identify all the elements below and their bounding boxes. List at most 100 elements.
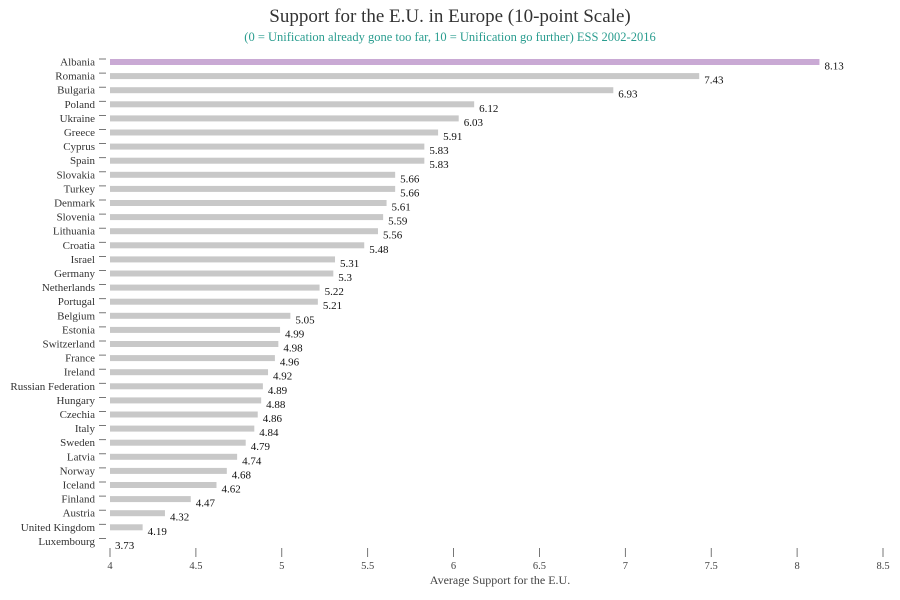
x-tick-label: 5.5 xyxy=(361,561,374,572)
value-label-ukraine: 6.03 xyxy=(464,117,484,129)
value-label-finland: 4.47 xyxy=(196,498,216,510)
category-label-estonia: Estonia xyxy=(62,324,95,336)
category-label-denmark: Denmark xyxy=(54,198,95,210)
bar-poland xyxy=(110,101,475,108)
chart-subtitle: (0 = Unification already gone too far, 1… xyxy=(244,30,656,44)
bar-iceland xyxy=(110,482,217,488)
category-label-luxembourg: Luxembourg xyxy=(38,536,95,548)
bar-croatia xyxy=(110,242,365,249)
x-tick-label: 8 xyxy=(794,561,799,572)
category-label-netherlands: Netherlands xyxy=(42,282,95,294)
category-label-portugal: Portugal xyxy=(58,296,95,308)
category-label-iceland: Iceland xyxy=(63,480,96,492)
value-label-croatia: 5.48 xyxy=(369,244,389,256)
value-label-greece: 5.91 xyxy=(443,131,462,143)
bar-united-kingdom xyxy=(110,524,143,531)
category-label-latvia: Latvia xyxy=(67,451,95,463)
value-label-hungary: 4.88 xyxy=(266,399,286,411)
bar-hungary xyxy=(110,397,262,404)
category-label-slovakia: Slovakia xyxy=(57,169,96,181)
category-label-united-kingdom: United Kingdom xyxy=(21,522,96,534)
chart-title: Support for the E.U. in Europe (10-point… xyxy=(269,6,631,27)
bar-russian-federation xyxy=(110,383,263,390)
value-label-norway: 4.68 xyxy=(232,469,252,481)
category-label-russian-federation: Russian Federation xyxy=(10,381,95,393)
x-tick-label: 5 xyxy=(279,561,284,572)
category-label-cyprus: Cyprus xyxy=(63,141,95,153)
value-label-france: 4.96 xyxy=(280,357,300,369)
x-axis: 4 4.5 5 5.5 6 6.5 7 7.5 8 8.5 xyxy=(107,548,890,572)
bar-sweden xyxy=(110,439,246,446)
x-axis-title: Average Support for the E.U. xyxy=(430,573,570,587)
category-label-czechia: Czechia xyxy=(60,409,96,421)
value-label-luxembourg: 3.73 xyxy=(115,540,135,552)
category-label-belgium: Belgium xyxy=(57,310,95,322)
x-tick-label: 6.5 xyxy=(533,561,546,572)
value-label-estonia: 4.99 xyxy=(285,328,305,340)
x-tick-label: 8.5 xyxy=(876,561,889,572)
bar-ireland xyxy=(110,369,269,376)
bar-spain xyxy=(110,157,425,164)
value-label-italy: 4.84 xyxy=(259,427,279,439)
bar-norway xyxy=(110,467,227,474)
bar-netherlands xyxy=(110,284,320,291)
x-tick-label: 7 xyxy=(623,561,628,572)
bar-turkey xyxy=(110,185,396,192)
bar-latvia xyxy=(110,453,238,460)
value-label-germany: 5.3 xyxy=(338,272,352,284)
bar-portugal xyxy=(110,298,318,305)
value-label-netherlands: 5.22 xyxy=(325,286,344,298)
value-label-iceland: 4.62 xyxy=(222,484,241,496)
bar-greece xyxy=(110,129,439,136)
category-label-norway: Norway xyxy=(60,465,96,477)
bar-belgium xyxy=(110,312,291,319)
category-label-lithuania: Lithuania xyxy=(53,226,95,238)
value-label-lithuania: 5.56 xyxy=(383,230,403,242)
value-label-austria: 4.32 xyxy=(170,512,189,524)
value-label-switzerland: 4.98 xyxy=(283,343,303,355)
bar-estonia xyxy=(110,326,281,333)
value-label-spain: 5.83 xyxy=(429,159,449,171)
value-label-poland: 6.12 xyxy=(479,103,498,115)
bar-slovakia xyxy=(110,171,396,178)
category-label-turkey: Turkey xyxy=(64,183,96,195)
bar-germany xyxy=(110,270,334,277)
bar-italy xyxy=(110,425,255,432)
category-label-poland: Poland xyxy=(64,99,95,111)
category-label-germany: Germany xyxy=(54,268,95,280)
bar-austria xyxy=(110,510,165,517)
category-label-switzerland: Switzerland xyxy=(42,339,95,351)
bar-czechia xyxy=(110,411,258,418)
category-label-spain: Spain xyxy=(70,155,96,167)
bar-lithuania xyxy=(110,228,378,235)
value-label-ireland: 4.92 xyxy=(273,371,292,383)
bar-romania xyxy=(110,73,700,80)
category-label-ukraine: Ukraine xyxy=(60,113,96,125)
value-label-czechia: 4.86 xyxy=(263,413,283,425)
value-label-russian-federation: 4.89 xyxy=(268,385,288,397)
category-label-france: France xyxy=(65,353,95,365)
category-label-bulgaria: Bulgaria xyxy=(57,85,95,97)
value-label-denmark: 5.61 xyxy=(392,202,411,214)
category-label-austria: Austria xyxy=(63,508,96,520)
category-label-greece: Greece xyxy=(64,127,95,139)
x-tick-label: 4.5 xyxy=(189,561,202,572)
value-label-slovakia: 5.66 xyxy=(400,173,420,185)
category-label-ireland: Ireland xyxy=(64,367,96,379)
bar-albania xyxy=(110,59,820,65)
value-label-sweden: 4.79 xyxy=(251,441,271,453)
category-label-israel: Israel xyxy=(71,254,95,266)
bar-slovenia xyxy=(110,214,384,221)
value-label-turkey: 5.66 xyxy=(400,187,420,199)
bar-bulgaria xyxy=(110,87,614,94)
bar-france xyxy=(110,355,275,362)
category-label-hungary: Hungary xyxy=(57,395,96,407)
value-label-bulgaria: 6.93 xyxy=(618,89,638,101)
value-label-portugal: 5.21 xyxy=(323,300,342,312)
bars-group: Albania 8.13 Romania 7.43 Bulgaria 6.93 Poland… xyxy=(10,57,844,552)
value-label-israel: 5.31 xyxy=(340,258,359,270)
bar-switzerland xyxy=(110,341,279,347)
value-label-latvia: 4.74 xyxy=(242,455,262,467)
x-tick-label: 7.5 xyxy=(705,561,718,572)
